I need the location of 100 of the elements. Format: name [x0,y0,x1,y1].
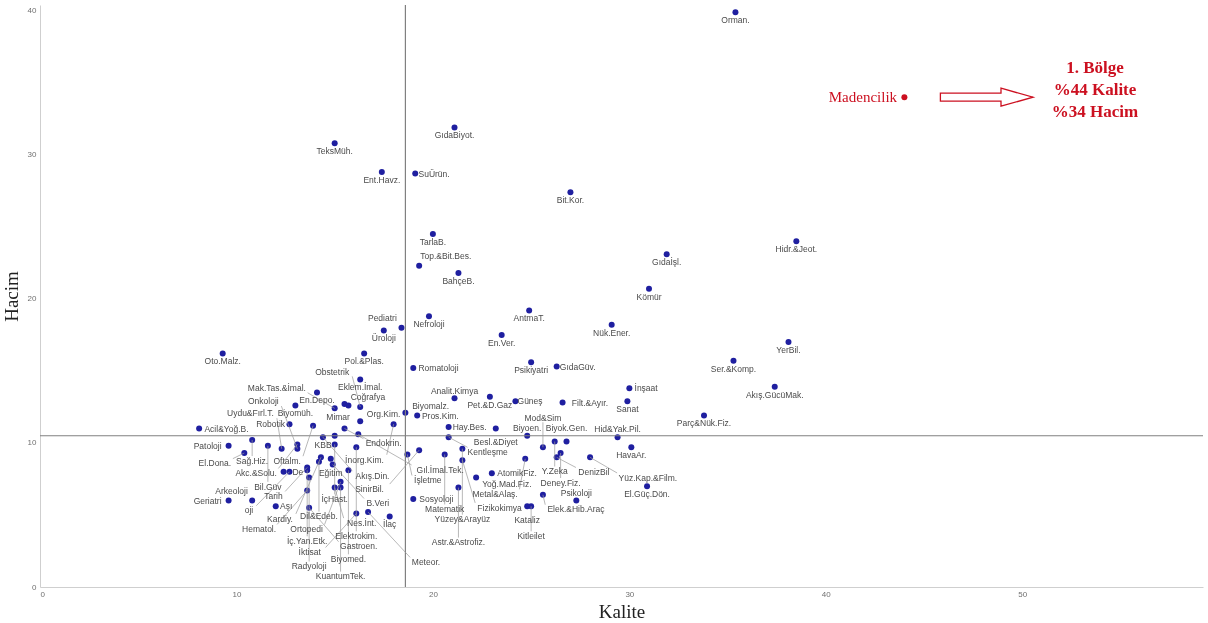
data-label: Eklem.İmal. [338,382,383,393]
data-label: TarlaB. [419,236,447,247]
data-label: İnorg.Kim. [345,454,384,465]
data-label: Kataliz [514,515,540,526]
data-label: İçHast. [321,494,348,505]
data-label: En.Ver. [487,337,516,348]
data-label: Elektrokim. [335,531,378,542]
x-axis-title: Kalite [598,600,646,622]
data-label: Deney.Fiz. [540,477,581,488]
data-label: Akış.GücüMak. [745,389,804,400]
data-label: Filt.&Ayır. [571,397,609,408]
data-label: Nes.İnt. [347,517,377,528]
data-label: Sosyoloji [419,494,454,505]
data-label: Orman. [721,14,750,25]
data-label: Hid&Yak.Pil. [594,424,641,435]
data-label: Yüzey&Arayüz [434,514,491,525]
data-label: Akış.Din. [355,470,390,481]
data-label: Y.Zeka [541,466,568,477]
data-label: Pros.Kim. [421,410,459,421]
data-label: İç.Yan.Etk. [286,536,328,547]
x-tick-label: 10 [232,589,242,599]
data-label: Hidr.&Jeot. [775,244,818,255]
y-tick-label: 30 [27,150,38,160]
data-label: Eğitim [318,467,343,478]
x-tick-label: 20 [428,589,439,599]
data-label: Astr.&Astrofiz. [431,537,486,548]
data-label: Onkoloji [247,396,279,407]
data-label: Biyok.Gen. [545,422,588,433]
data-label: Oftalm. [273,455,301,466]
data-label: Bit.Kor. [556,195,585,206]
data-label: Hay.Bes. [452,422,487,433]
data-label: Yoğ.Mad.Fiz. [482,479,532,490]
data-label: Üroloji [371,333,396,344]
annotation: 1. Bölge %44 Kalite %34 Hacim [1051,58,1139,121]
data-label: Güneş [517,396,543,407]
data-label: Kitleilet [517,531,546,542]
data-label: Psikiyatri [514,365,549,376]
data-label: HavaAr. [616,450,647,461]
data-label: Romatoloji [418,363,459,374]
data-label: Elek.&Hib.Araç [547,504,606,515]
data-label: Pet.&D.Gaz [467,399,513,410]
data-label: Kentleşme [467,447,509,458]
data-label: İşletme [414,475,442,486]
data-label: Sağ.Hiz. [236,455,269,466]
data-label: Top.&Bit.Bes. [420,251,472,262]
data-label: Kömür [636,291,662,302]
data-label: Psikoloji [560,487,593,498]
data-label: Coğrafya [350,392,386,403]
data-label: Biyoen. [513,422,542,433]
data-label: Org.Kim. [366,409,401,420]
data-label: Bil.Güv [254,481,283,492]
y-tick-label: 20 [27,294,38,304]
data-label: Arkeoloji [215,485,248,496]
y-tick-label: 10 [27,438,38,448]
data-label: Kardiy. [267,513,293,524]
data-label: Biyomed. [330,554,367,565]
data-label: Gıdaİşl. [652,256,682,267]
data-label: Uydu&Fırl.T. [227,408,274,419]
data-label: GıdaGüv. [559,361,596,372]
data-label: İktisat [298,547,322,558]
data-label: Robotik [256,419,286,430]
data-label: Gıl.İmal.Tek. [416,464,464,475]
data-label: Mak.Tas.&İmal. [247,382,306,393]
data-label: Ent.Havz. [363,174,401,185]
data-label: Analit.Kimya [430,385,479,396]
data-label: KuantumTek. [315,571,366,582]
data-label: AntmaT. [513,313,545,324]
data-label: Gastroen. [340,541,378,552]
data-label: Endokrin. [365,438,402,449]
data-label: oji [244,505,254,516]
data-label: Ser.&Komp. [710,363,757,374]
data-label: YerBil. [776,344,801,355]
data-label: Obstetrik [315,366,350,377]
data-label: Acil&Yoğ.B. [204,423,249,434]
data-label: Tarih [264,491,283,502]
data-label: Meteor. [411,557,441,568]
data-label: KBB [314,440,332,451]
data-label: Metal&Alaş. [472,489,518,500]
data-label: BahçeB. [442,275,475,286]
data-label: İlaç [383,519,398,530]
data-label: GıdaBiyot. [434,130,475,141]
x-tick-label: 30 [625,589,635,599]
data-label: Radyoloji [291,561,327,572]
data-label: Nük.Ener. [593,327,631,338]
data-label: Mimar [326,412,351,423]
data-label: B.Veri [366,498,390,509]
y-tick-label: 40 [27,6,38,16]
data-label: Fizikokimya [477,502,523,513]
x-tick-label: 50 [1018,589,1028,599]
data-label: Mod&Sim [524,412,562,423]
data-label: Besl.&Diyet [473,437,519,448]
data-label: AtomikFiz. [497,468,537,479]
data-label: Madencilik [828,89,898,106]
data-label: Parç&Nük.Fiz. [676,418,732,429]
data-label: El.Güç.Dön. [624,488,670,499]
data-label: Ortopedi [290,524,323,535]
data-label: Oto.Malz. [204,356,241,367]
data-label: Pediatri [367,312,397,323]
data-label: Biyomalz. [412,400,450,411]
x-tick-label: 40 [821,589,832,599]
